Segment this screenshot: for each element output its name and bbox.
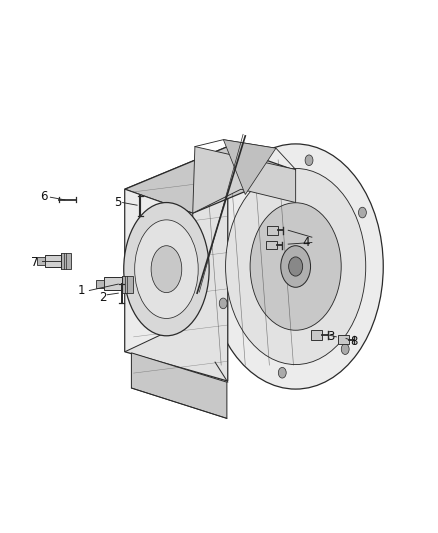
Ellipse shape xyxy=(208,144,383,389)
Ellipse shape xyxy=(242,179,250,189)
Ellipse shape xyxy=(135,220,198,319)
Polygon shape xyxy=(193,147,296,213)
Text: 2: 2 xyxy=(99,291,107,304)
Ellipse shape xyxy=(305,155,313,166)
Text: 3: 3 xyxy=(327,330,334,343)
Ellipse shape xyxy=(341,344,349,354)
Ellipse shape xyxy=(358,207,366,218)
Ellipse shape xyxy=(226,168,366,365)
Ellipse shape xyxy=(281,246,311,287)
FancyBboxPatch shape xyxy=(266,241,277,249)
Text: 6: 6 xyxy=(40,190,48,203)
Polygon shape xyxy=(125,147,228,381)
Ellipse shape xyxy=(219,298,227,309)
Ellipse shape xyxy=(289,257,303,276)
Text: 5: 5 xyxy=(114,196,121,209)
Text: 7: 7 xyxy=(31,256,39,269)
FancyBboxPatch shape xyxy=(61,254,71,269)
Polygon shape xyxy=(125,147,296,213)
Polygon shape xyxy=(125,189,193,352)
Text: 8: 8 xyxy=(350,335,357,348)
FancyBboxPatch shape xyxy=(338,335,349,344)
FancyBboxPatch shape xyxy=(96,280,104,288)
Ellipse shape xyxy=(151,246,182,293)
FancyBboxPatch shape xyxy=(45,255,61,267)
Ellipse shape xyxy=(250,203,341,330)
FancyBboxPatch shape xyxy=(38,257,45,265)
Text: 1: 1 xyxy=(77,284,85,297)
Ellipse shape xyxy=(124,203,209,336)
FancyBboxPatch shape xyxy=(311,330,322,340)
Text: 4: 4 xyxy=(303,236,311,249)
Ellipse shape xyxy=(278,367,286,378)
Polygon shape xyxy=(131,353,227,418)
FancyBboxPatch shape xyxy=(104,277,122,290)
Polygon shape xyxy=(223,140,276,195)
FancyBboxPatch shape xyxy=(267,226,278,235)
FancyBboxPatch shape xyxy=(122,276,133,293)
